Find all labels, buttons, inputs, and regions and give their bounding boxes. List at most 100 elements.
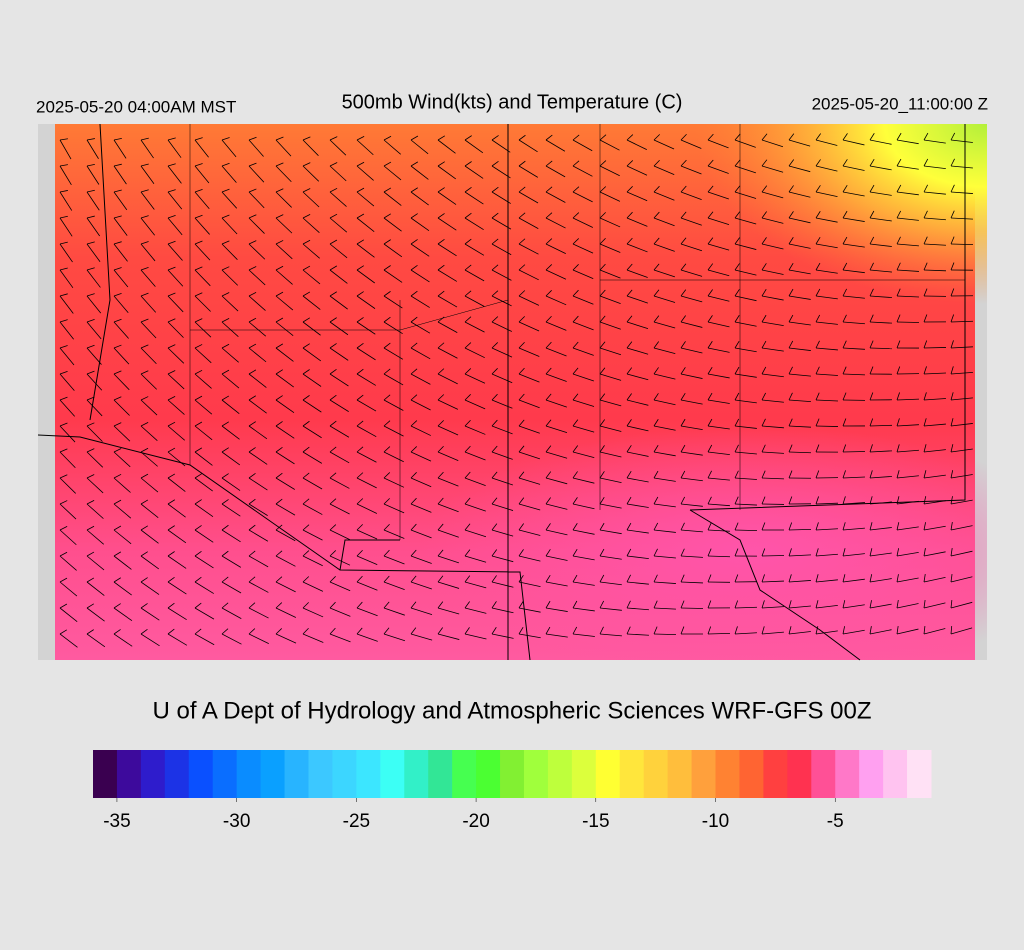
barb-flag <box>869 470 873 479</box>
barb-flag <box>383 394 391 401</box>
barb-flag <box>518 290 526 297</box>
barb <box>356 217 375 233</box>
barb-flag <box>680 574 685 583</box>
barb <box>464 451 486 461</box>
barb-flag <box>734 133 741 141</box>
barb <box>869 527 892 531</box>
barb-flag <box>410 446 418 453</box>
barb-flag <box>356 265 364 271</box>
barb <box>248 633 269 645</box>
barb <box>248 373 267 388</box>
barb <box>653 165 675 176</box>
barb-flag <box>518 471 525 479</box>
barb-flag <box>86 577 95 583</box>
wind-barbs <box>59 132 974 648</box>
barb-flag <box>221 395 230 401</box>
barb-flag <box>59 474 68 479</box>
barb <box>950 243 974 246</box>
barb <box>680 451 703 456</box>
barb-flag <box>842 496 846 505</box>
barb <box>842 217 865 222</box>
barb-flag <box>491 342 499 349</box>
barb-flag <box>599 367 606 375</box>
barb-flag <box>383 523 390 531</box>
barb <box>383 633 406 642</box>
barb-flag <box>491 316 499 323</box>
barb-flag <box>761 470 766 479</box>
barb <box>383 243 403 258</box>
barb-flag <box>923 132 929 141</box>
barb <box>356 295 376 309</box>
barb <box>626 269 648 278</box>
barb-flag <box>950 418 954 427</box>
barb <box>383 399 404 411</box>
barb-flag <box>788 626 792 635</box>
barb <box>410 165 429 180</box>
barb <box>680 581 703 584</box>
barb <box>221 477 241 491</box>
barb-flag <box>869 262 874 271</box>
barb-flag <box>86 525 95 531</box>
barb <box>572 243 594 254</box>
barb <box>491 555 514 563</box>
barb <box>545 243 566 255</box>
barb-flag <box>437 290 445 297</box>
barb-flag <box>383 472 391 479</box>
barb-flag <box>626 419 632 427</box>
barb-flag <box>167 473 176 479</box>
barb-flag <box>167 551 175 557</box>
barb <box>86 607 105 622</box>
barb <box>680 347 703 354</box>
barb <box>194 243 211 261</box>
barb <box>59 451 76 469</box>
barb <box>140 321 157 339</box>
barb-flag <box>545 445 552 453</box>
barb <box>869 165 892 171</box>
barb <box>275 269 293 285</box>
barb <box>194 399 213 415</box>
colorbar-swatch <box>523 750 549 798</box>
barb <box>653 347 676 354</box>
barb <box>302 581 324 592</box>
barb-flag <box>761 522 766 531</box>
barb-flag <box>761 496 766 505</box>
barb-flag <box>356 575 363 583</box>
barb <box>707 321 730 328</box>
barb-flag <box>410 264 418 271</box>
barb-flag <box>626 393 632 401</box>
barb-flag <box>59 319 68 323</box>
barb-flag <box>86 293 95 297</box>
barb <box>410 503 432 513</box>
barb <box>707 269 730 277</box>
barb-flag <box>410 575 417 583</box>
barb <box>653 633 677 636</box>
barb-flag <box>140 603 148 609</box>
barb-flag <box>356 524 363 531</box>
barb-flag <box>599 548 605 557</box>
barb <box>140 373 157 390</box>
barb <box>896 449 919 453</box>
barb-flag <box>761 133 768 141</box>
barb-flag <box>167 266 176 271</box>
barb <box>59 243 73 263</box>
barb <box>626 451 649 457</box>
barb-flag <box>167 215 176 219</box>
barb-flag <box>113 396 122 401</box>
barb <box>518 633 541 639</box>
barb-flag <box>599 237 606 245</box>
barb <box>329 451 350 464</box>
barb <box>167 581 187 595</box>
barb-flag <box>950 574 953 583</box>
barb-flag <box>140 189 149 193</box>
barb <box>842 629 865 635</box>
barb-flag <box>410 472 417 479</box>
barb-flag <box>464 601 470 609</box>
barb-flag <box>140 241 149 245</box>
barb <box>788 399 811 403</box>
barb <box>113 633 133 647</box>
barb-flag <box>626 626 631 635</box>
barb <box>653 139 675 150</box>
barb-flag <box>788 262 794 271</box>
